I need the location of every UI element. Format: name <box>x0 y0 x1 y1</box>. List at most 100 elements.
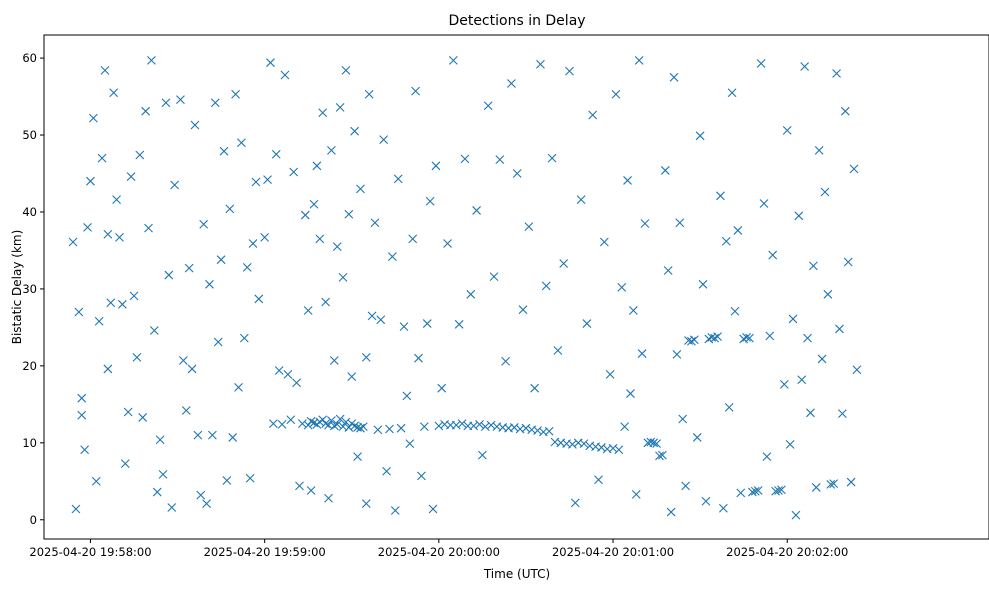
data-point <box>300 210 310 220</box>
data-point <box>626 389 635 398</box>
data-point <box>196 490 206 500</box>
data-point <box>303 420 313 430</box>
data-point <box>605 369 615 379</box>
data-point <box>803 333 812 343</box>
data-point <box>353 452 362 462</box>
data-point <box>797 375 807 385</box>
data-point <box>785 439 795 449</box>
data-point <box>332 419 342 429</box>
data-point <box>74 307 84 317</box>
data-point <box>495 155 505 165</box>
data-point <box>68 237 78 247</box>
data-point <box>83 222 92 232</box>
data-point <box>721 236 731 246</box>
data-point <box>466 289 476 299</box>
data-point <box>620 422 630 432</box>
data-point <box>155 435 165 445</box>
data-point <box>129 291 139 301</box>
data-point <box>91 476 101 486</box>
data-point <box>806 408 815 418</box>
data-point <box>356 184 365 194</box>
data-point <box>149 326 159 335</box>
data-point <box>469 421 479 431</box>
data-point <box>672 349 682 359</box>
data-point <box>814 146 824 155</box>
data-point <box>207 430 217 440</box>
data-point <box>277 419 287 429</box>
data-point <box>100 66 110 75</box>
data-point <box>77 393 87 403</box>
data-point <box>419 422 429 432</box>
y-tick-label: 0 <box>30 513 37 527</box>
data-point <box>260 232 270 242</box>
data-point <box>567 439 577 449</box>
data-point <box>152 487 162 497</box>
data-point <box>402 391 412 401</box>
data-point <box>483 101 493 111</box>
data-point <box>817 354 827 364</box>
data-point <box>477 450 487 460</box>
data-point <box>364 89 374 99</box>
data-point <box>829 479 839 488</box>
data-point <box>692 433 702 442</box>
data-point <box>158 469 168 479</box>
data-point <box>669 72 679 82</box>
data-point <box>811 483 821 492</box>
data-point <box>216 255 226 265</box>
data-point <box>367 311 377 321</box>
data-point <box>289 167 299 177</box>
data-point <box>335 414 345 424</box>
data-point <box>553 346 563 355</box>
data-point <box>649 438 659 448</box>
data-point <box>71 504 81 514</box>
data-point <box>753 486 763 495</box>
data-point <box>237 138 246 148</box>
data-point <box>774 486 783 495</box>
data-point <box>588 110 598 120</box>
data-point <box>327 146 336 155</box>
data-point <box>141 106 151 116</box>
data-point <box>730 306 740 316</box>
data-point <box>765 331 775 341</box>
data-point <box>335 102 345 112</box>
data-point <box>637 349 647 358</box>
data-point <box>396 423 406 433</box>
data-point <box>800 62 810 71</box>
data-point <box>559 259 569 268</box>
data-point <box>663 266 673 275</box>
data-point <box>103 229 113 239</box>
data-point <box>286 415 296 425</box>
data-point <box>524 222 534 231</box>
data-point <box>846 477 856 487</box>
data-point <box>687 336 696 346</box>
data-point <box>675 218 685 228</box>
data-point <box>582 319 592 328</box>
y-tick-label: 50 <box>22 128 37 142</box>
y-tick-label: 20 <box>22 359 37 373</box>
data-point <box>222 476 232 485</box>
data-point <box>77 410 87 420</box>
y-tick-label: 10 <box>22 436 37 450</box>
data-point <box>387 252 397 261</box>
data-point <box>147 56 156 65</box>
data-point <box>843 257 853 267</box>
data-point <box>350 126 360 136</box>
data-point <box>170 180 180 190</box>
data-point <box>324 493 333 503</box>
data-point <box>611 89 621 99</box>
data-point <box>167 503 177 512</box>
data-point <box>341 66 351 75</box>
data-point <box>631 489 641 499</box>
data-point <box>448 56 458 65</box>
data-point <box>541 281 551 291</box>
x-axis: 2025-04-20 19:58:00 2025-04-20 19:59:00 20… <box>29 539 848 559</box>
data-point <box>190 120 200 130</box>
data-point <box>759 199 769 208</box>
data-point <box>315 234 325 244</box>
data-point <box>181 406 191 415</box>
data-point <box>231 89 241 99</box>
data-point <box>117 299 127 309</box>
data-point <box>640 219 650 228</box>
data-point <box>768 250 778 260</box>
data-point <box>280 70 290 80</box>
